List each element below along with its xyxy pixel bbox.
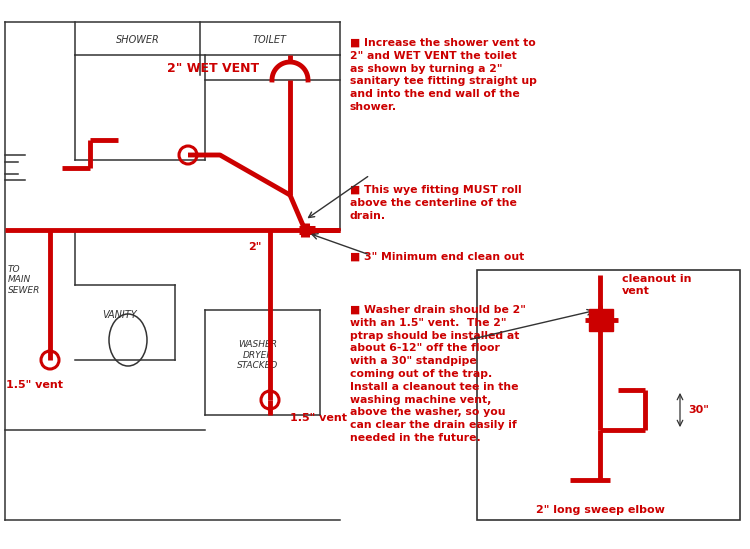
Bar [477, 270, 740, 520]
Text: ■ This wye fitting MUST roll
above the centerline of the
drain.: ■ This wye fitting MUST roll above the c… [350, 185, 522, 221]
Text: TO
MAIN
SEWER: TO MAIN SEWER [8, 265, 40, 295]
Text: 1.5" vent: 1.5" vent [7, 380, 64, 390]
Text: cleanout in
vent: cleanout in vent [622, 274, 692, 296]
Text: 30": 30" [688, 405, 709, 415]
Text: 2": 2" [248, 242, 262, 252]
Text: TOILET: TOILET [253, 35, 287, 45]
Text: ■ Increase the shower vent to
2" and WET VENT the toilet
as shown by turning a 2: ■ Increase the shower vent to 2" and WET… [350, 38, 537, 112]
Text: VANITY: VANITY [103, 310, 137, 320]
Bar [589, 309, 613, 331]
Text: 2" WET VENT: 2" WET VENT [167, 61, 259, 75]
Text: 2" long sweep elbow: 2" long sweep elbow [536, 505, 664, 515]
Text: 1.5" vent: 1.5" vent [290, 413, 347, 423]
Text: ■ 3" Minimum end clean out: ■ 3" Minimum end clean out [350, 252, 524, 262]
Text: WASHER
DRYER
STACKED: WASHER DRYER STACKED [237, 340, 279, 370]
Text: SHOWER: SHOWER [116, 35, 160, 45]
Text: ■ Washer drain should be 2"
with an 1.5" vent.  The 2"
ptrap should be installed: ■ Washer drain should be 2" with an 1.5"… [350, 305, 526, 443]
